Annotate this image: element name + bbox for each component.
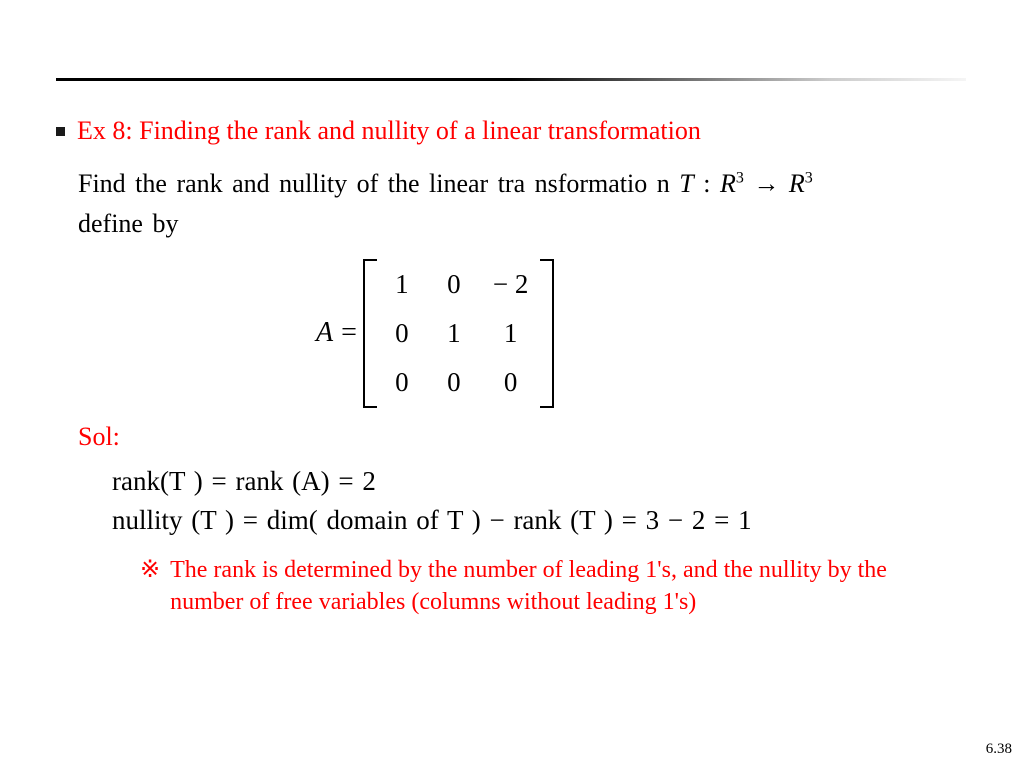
matrix-equals: =	[341, 317, 357, 349]
problem-arrow: →	[744, 169, 789, 198]
rank-body: (T ) = rank (A) = 2	[160, 466, 376, 496]
example-title: Ex 8: Finding the rank and nullity of a …	[77, 116, 701, 146]
rank-equation: rank(T ) = rank (A) = 2	[112, 466, 976, 497]
nullity-body: (T ) = dim( domain of T ) − rank (T ) = …	[191, 505, 751, 535]
matrix-cell: 0	[441, 367, 467, 398]
problem-sup2: 3	[805, 169, 813, 186]
matrix-cell: 1	[389, 269, 415, 300]
problem-colon: :	[694, 169, 720, 198]
top-horizontal-rule	[56, 78, 966, 81]
problem-R1: R	[720, 169, 736, 198]
matrix-cell: 0	[389, 318, 415, 349]
matrix-definition: A = 1 0 − 2 0 1 1 0 0 0	[316, 259, 976, 408]
bullet-icon	[56, 127, 65, 136]
matrix-cell: 0	[493, 367, 528, 398]
footnote-text: The rank is determined by the number of …	[170, 554, 940, 619]
define-by: define by	[78, 204, 976, 244]
footnote: ※ The rank is determined by the number o…	[140, 554, 976, 619]
matrix-cell: 1	[441, 318, 467, 349]
title-row: Ex 8: Finding the rank and nullity of a …	[56, 116, 976, 146]
reference-mark-icon: ※	[140, 554, 160, 619]
matrix-cell: 1	[493, 318, 528, 349]
matrix-cells: 1 0 − 2 0 1 1 0 0 0	[377, 259, 540, 408]
matrix-lhs: A	[316, 317, 333, 349]
nullity-equation: nullity (T ) = dim( domain of T ) − rank…	[112, 505, 976, 536]
right-bracket-icon	[540, 259, 554, 408]
page-number: 6.38	[986, 741, 1012, 758]
solution-label: Sol:	[78, 422, 976, 452]
rank-prefix: rank	[112, 466, 160, 496]
matrix: 1 0 − 2 0 1 1 0 0 0	[363, 259, 554, 408]
problem-sup1: 3	[736, 169, 744, 186]
problem-R2: R	[789, 169, 805, 198]
matrix-cell: 0	[389, 367, 415, 398]
left-bracket-icon	[363, 259, 377, 408]
nullity-prefix: nullity	[112, 505, 191, 535]
problem-prefix: Find the rank and nullity of the linear …	[78, 169, 679, 198]
matrix-cell: − 2	[493, 269, 528, 300]
slide-content: Ex 8: Finding the rank and nullity of a …	[56, 116, 976, 618]
problem-statement: Find the rank and nullity of the linear …	[78, 164, 976, 204]
problem-T: T	[679, 169, 693, 198]
matrix-cell: 0	[441, 269, 467, 300]
